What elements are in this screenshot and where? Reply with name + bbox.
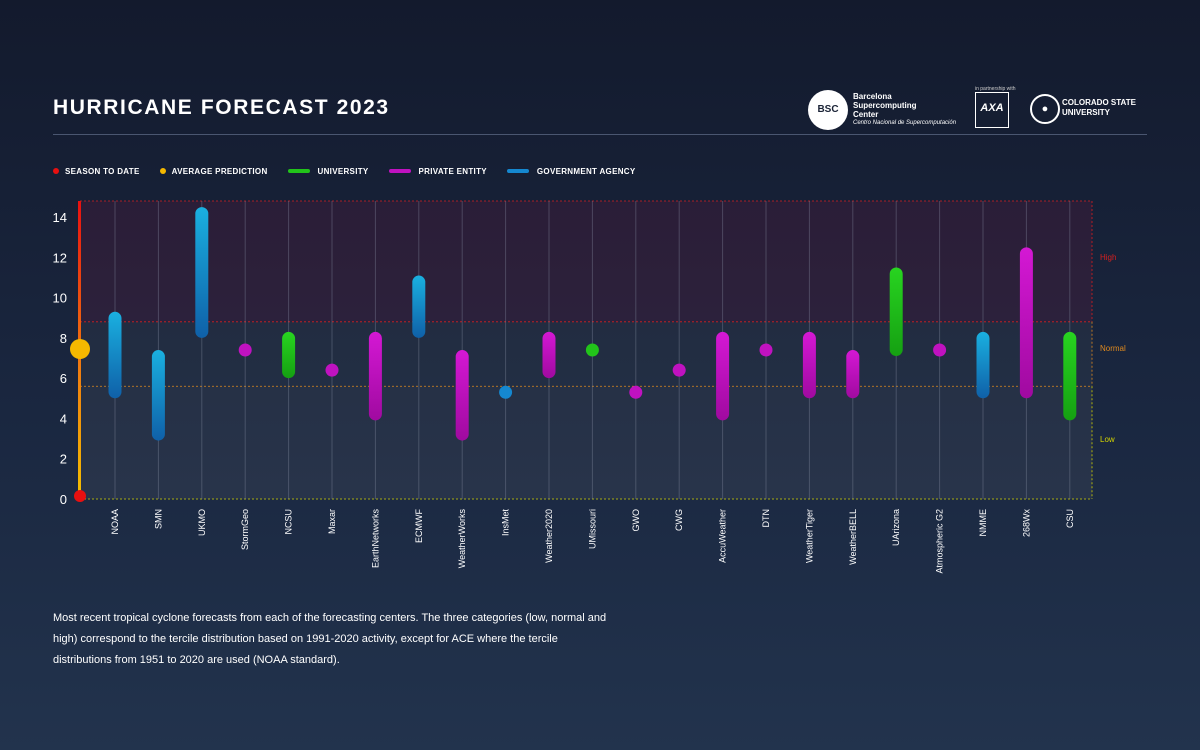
x-tick-label: NCSU (284, 509, 294, 535)
bsc-logo-icon: BSC (808, 90, 848, 130)
page-title: HURRICANE FORECAST 2023 (53, 96, 390, 119)
forecast-range-bar (412, 275, 426, 338)
forecast-range-bar (455, 350, 469, 441)
legend-item-government-agency: GOVERNMENT AGENCY (506, 167, 636, 176)
forecast-range-bar (368, 331, 382, 421)
forecast-range-bar (542, 331, 556, 379)
zone-label-high: High (1100, 253, 1116, 262)
x-tick-label: Atmospheric G2 (935, 509, 945, 574)
chart-caption: Most recent tropical cyclone forecasts f… (53, 612, 607, 666)
x-tick-label: ECMWF (414, 509, 424, 543)
x-tick-label: NOAA (110, 509, 120, 535)
legend-swatch (287, 169, 310, 173)
axa-tagline: in partnership with (975, 86, 1016, 92)
y-tick-label: 8 (60, 331, 67, 346)
forecast-point (585, 343, 599, 357)
forecast-point (629, 385, 643, 399)
x-tick-label: WeatherBELL (848, 509, 858, 565)
zone-low (80, 386, 1092, 499)
forecast-range-bar (195, 207, 209, 338)
axa-logo-icon (975, 92, 1009, 128)
x-tick-label: DTN (761, 509, 771, 528)
zone-high (80, 201, 1092, 322)
forecast-range-bar (846, 350, 860, 399)
forecast-range-bar (151, 350, 165, 441)
legend-item-average-prediction: AVERAGE PREDICTION (159, 167, 268, 176)
forecast-range-bar (108, 311, 122, 399)
bsc-logo-text: Barcelona Supercomputing Center Centro N… (853, 92, 957, 126)
x-tick-label: SMN (153, 509, 163, 529)
legend-swatch (53, 168, 59, 174)
forecast-point (238, 343, 252, 357)
x-tick-label: Weather2020 (544, 509, 554, 563)
x-tick-label: GWO (631, 509, 641, 532)
legend-swatch (506, 169, 529, 173)
x-tick-label: WeatherTiger (804, 509, 814, 563)
x-tick-label: UMissouri (587, 509, 597, 549)
forecast-range-bar (1063, 331, 1077, 421)
y-tick-label: 2 (60, 452, 67, 467)
forecast-point (933, 343, 947, 357)
legend-swatch (159, 168, 166, 174)
x-tick-label: AccuWeather (718, 509, 728, 563)
x-tick-label: EarthNetworks (370, 509, 380, 569)
legend-item-season-to-date: SEASON TO DATE (53, 167, 140, 176)
zone-label-low: Low (1100, 435, 1115, 444)
y-tick-label: 0 (60, 492, 67, 507)
forecast-point (325, 363, 339, 377)
x-tick-label: 268Wx (1021, 509, 1031, 538)
forecast-point (759, 343, 773, 357)
chart-legend: SEASON TO DATE AVERAGE PREDICTION UNIVER… (53, 164, 656, 178)
season-to-date-marker (74, 489, 86, 502)
legend-swatch (388, 169, 411, 173)
forecast-range-bar (716, 331, 730, 421)
average-prediction-marker (70, 339, 90, 359)
x-tick-label: StormGeo (240, 509, 250, 550)
csu-logo-text: COLORADO STATE UNIVERSITY (1062, 98, 1136, 117)
forecast-range-bar (976, 331, 990, 399)
forecast-range-bar (802, 331, 816, 399)
legend-item-university: UNIVERSITY (287, 167, 369, 176)
x-tick-label: CWG (674, 509, 684, 531)
forecast-range-bar (889, 267, 903, 356)
x-tick-label: WeatherWorks (457, 509, 467, 569)
forecast-range-bar (1019, 247, 1033, 399)
forecast-point (499, 385, 513, 399)
partner-logos: BSC Barcelona Supercomputing Center Cent… (0, 86, 1200, 130)
x-tick-label: Maxar (327, 509, 337, 534)
x-tick-label: UKMO (197, 509, 207, 536)
x-tick-label: InsMet (501, 509, 511, 537)
zone-label-normal: Normal (1100, 344, 1126, 353)
forecast-chart: High Normal Low NOAA SMN UKMO StormGeo NCSU Maxa… (53, 200, 1127, 574)
csu-ram-icon: ● (1030, 94, 1060, 124)
y-tick-label: 14 (53, 210, 67, 225)
header-divider (53, 134, 1147, 135)
y-tick-label: 10 (53, 291, 67, 306)
y-tick-label: 12 (53, 250, 67, 265)
forecast-range-bar (282, 331, 296, 379)
x-tick-label: CSU (1065, 509, 1075, 528)
forecast-point (672, 363, 686, 377)
x-tick-label: UArizona (891, 509, 901, 546)
axa-logo-text: AXA (980, 102, 1004, 114)
y-tick-label: 4 (60, 411, 67, 426)
x-tick-label: NMME (978, 509, 988, 537)
y-tick-label: 6 (60, 371, 67, 386)
legend-item-private-entity: PRIVATE ENTITY (388, 167, 487, 176)
